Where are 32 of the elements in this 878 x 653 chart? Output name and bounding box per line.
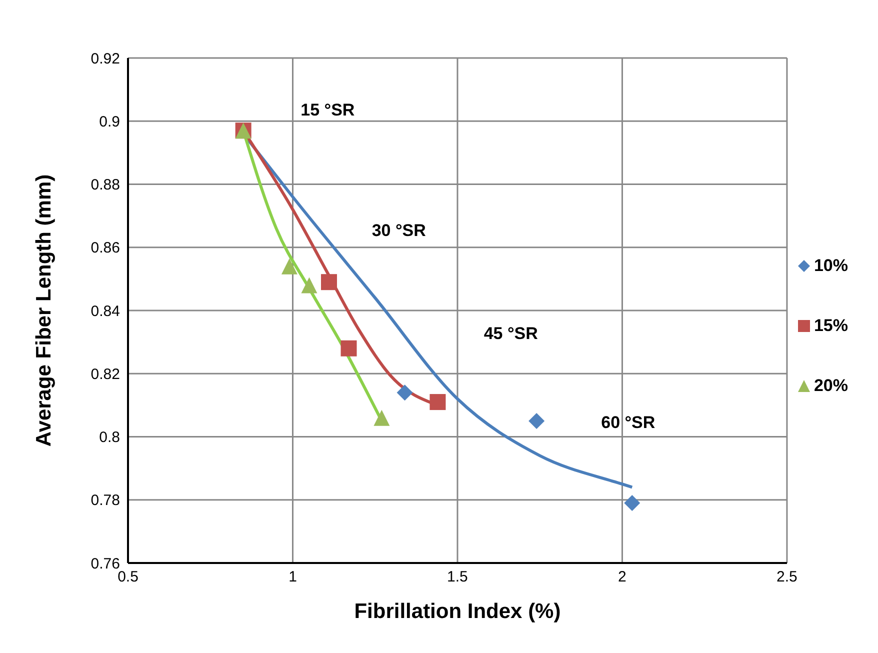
point (430, 394, 446, 410)
x-tick-label: 1.5 (447, 568, 468, 586)
y-tick-label: 0.8 (99, 429, 120, 446)
point (301, 277, 318, 294)
x-tick-label: 0.5 (118, 568, 138, 586)
point (396, 384, 413, 401)
point (320, 274, 337, 290)
y-tick-label: 0.78 (90, 492, 120, 510)
point (340, 340, 357, 356)
y-tick-label: 0.88 (90, 176, 120, 194)
y-tick-label: 0.92 (90, 50, 120, 68)
annotation: 30 °SR (372, 221, 426, 240)
point (374, 410, 390, 426)
annotation: 45 °SR (484, 324, 538, 343)
legend-label: 20% (814, 376, 848, 396)
x-tick-label: 1 (288, 568, 297, 586)
legend-label: 10% (814, 256, 848, 276)
annotation: 15 °SR (300, 100, 355, 120)
y-tick-label: 0.86 (90, 240, 120, 257)
x-axis-title: Fibrillation Index (%) (354, 600, 561, 623)
x-tick-label: 2 (618, 568, 626, 586)
y-tick-label: 0.9 (99, 113, 120, 130)
point (281, 258, 298, 274)
legend-label: 15% (814, 316, 848, 336)
y-axis-title: Average Fiber Length (mm) (32, 174, 56, 447)
y-tick-label: 0.82 (90, 366, 120, 383)
point (624, 495, 640, 512)
x-tick-label: 2.5 (776, 568, 798, 586)
point (528, 412, 545, 429)
annotation: 60 °SR (601, 413, 656, 432)
y-tick-label: 0.76 (90, 555, 120, 572)
y-tick-label: 0.84 (90, 302, 120, 320)
